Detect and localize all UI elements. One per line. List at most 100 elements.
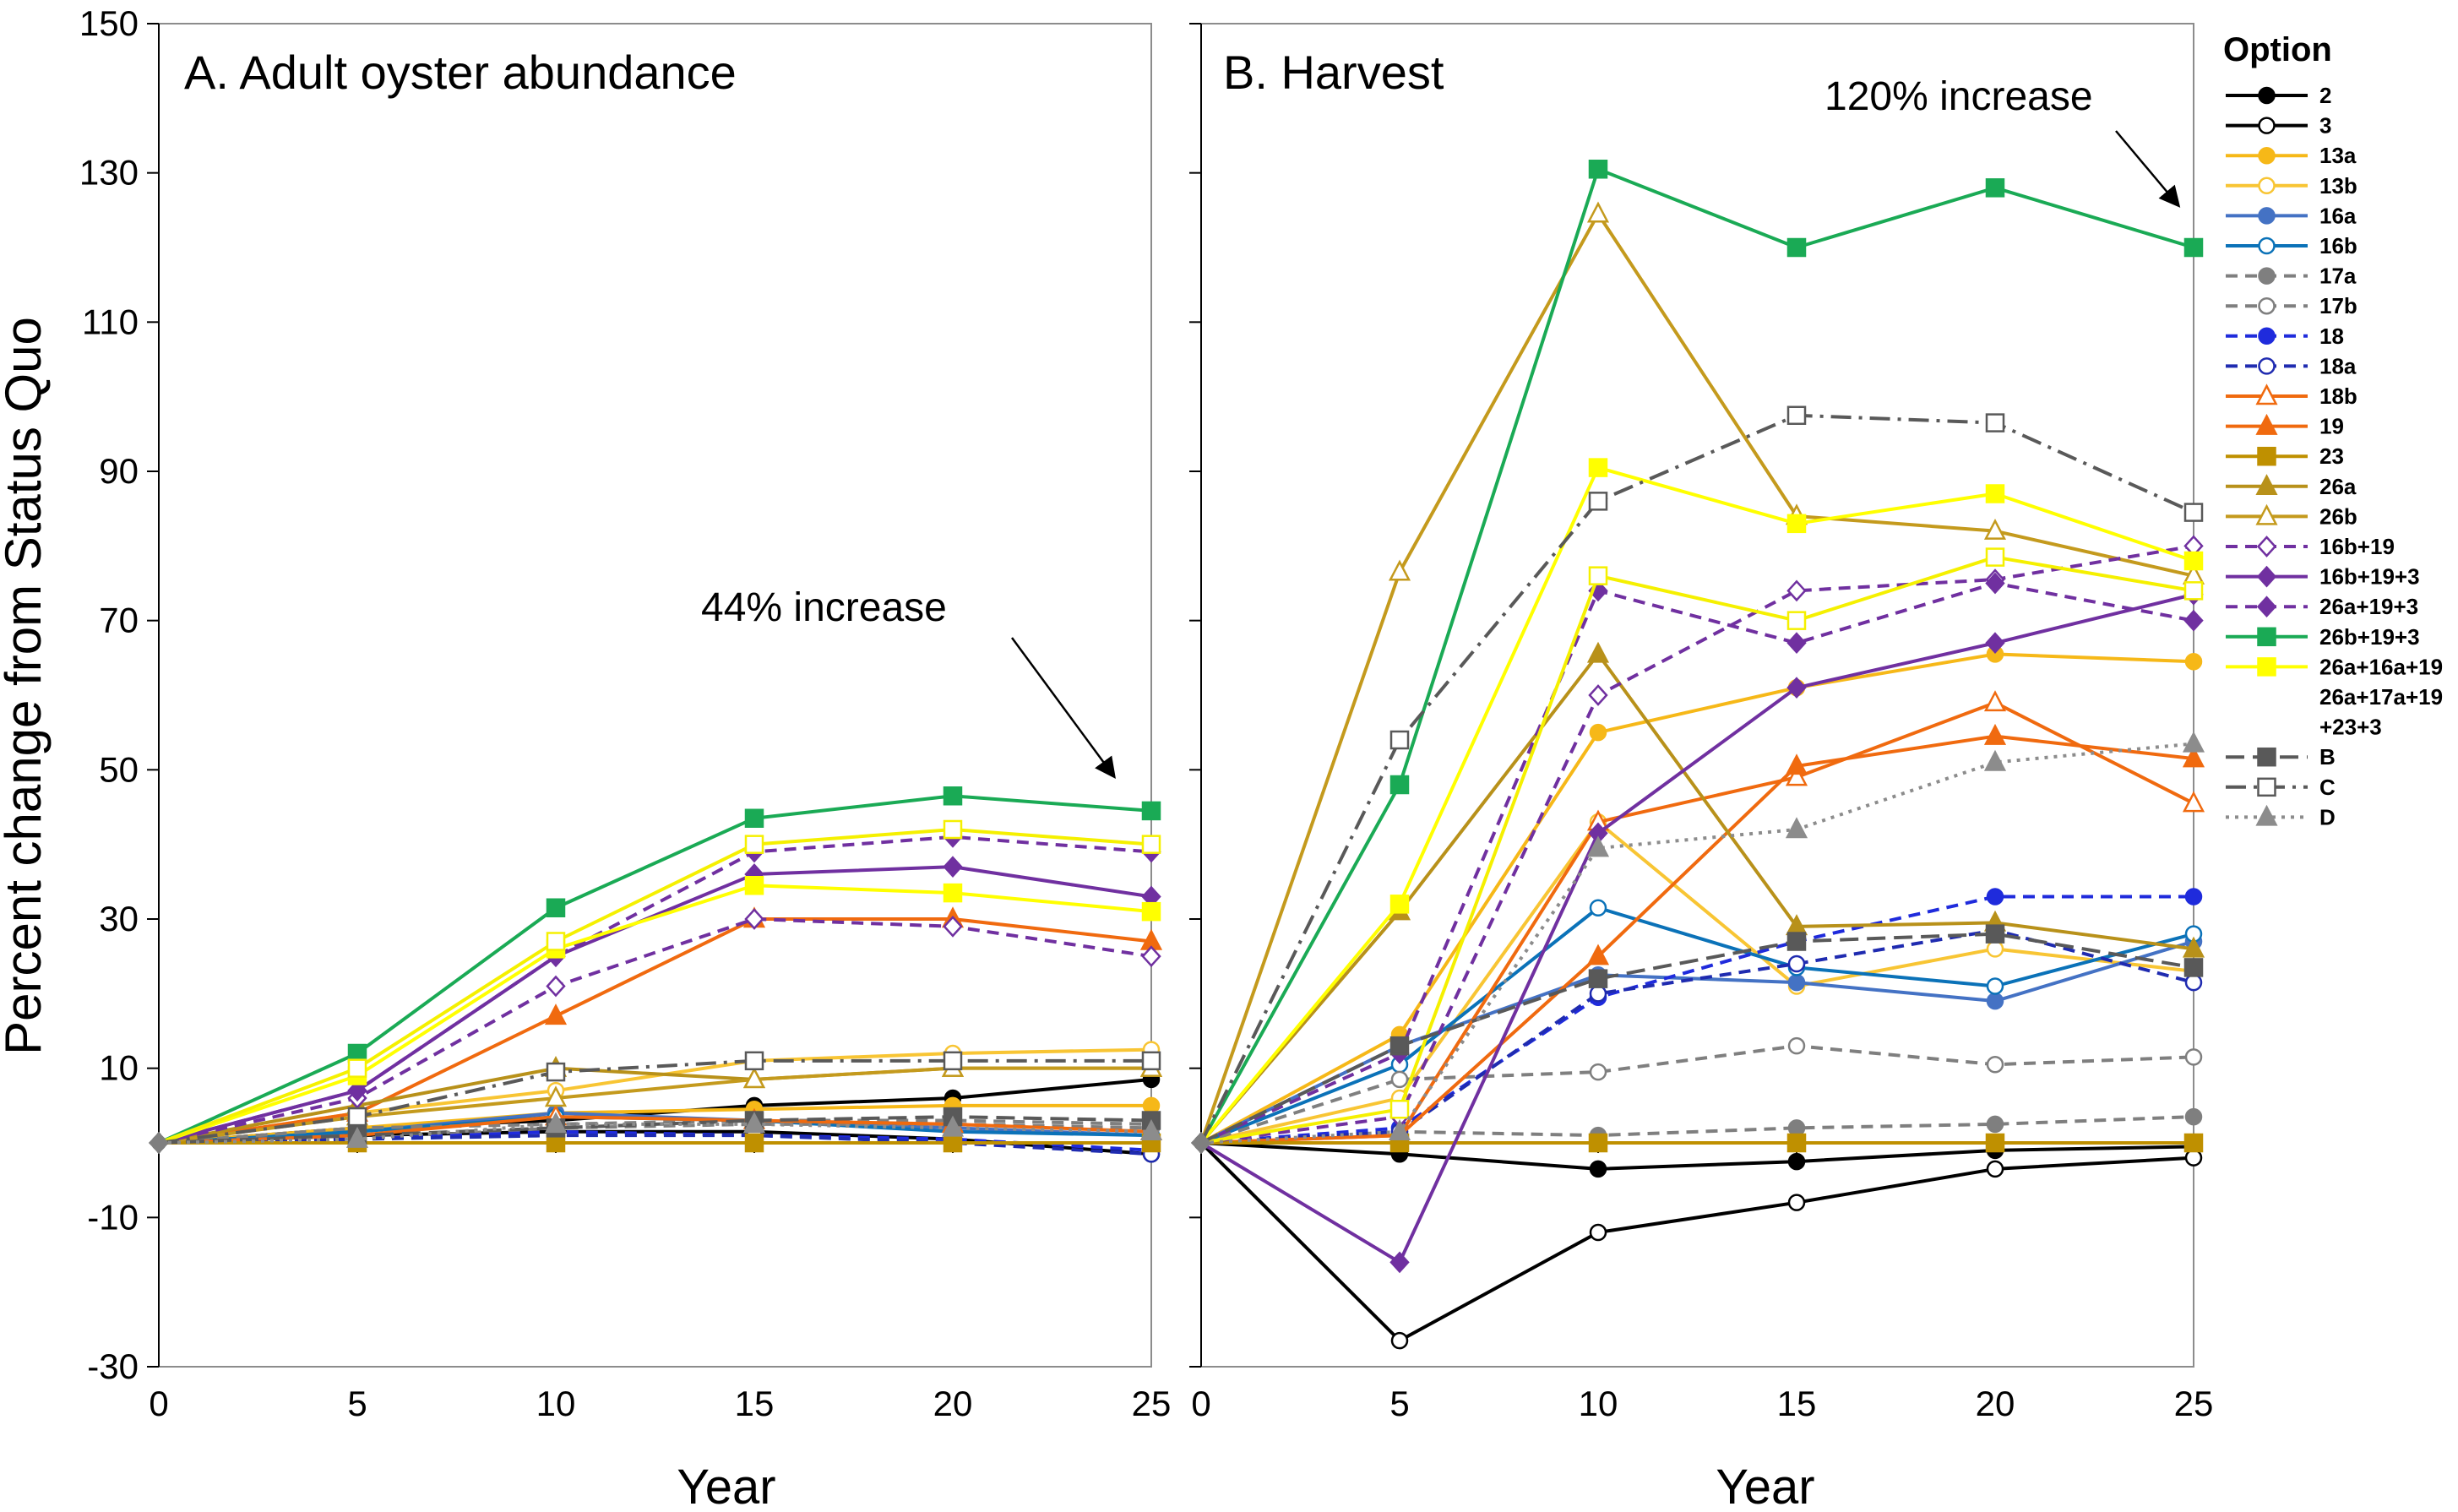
data-point [1389, 1100, 1410, 1119]
legend-item-26b-19-3: 26b+19+3 [2226, 624, 2420, 650]
legend-swatch-marker [2258, 86, 2276, 105]
data-point [943, 1051, 963, 1071]
data-point [1589, 1160, 1607, 1178]
data-point [347, 1107, 367, 1127]
data-point [546, 898, 566, 917]
data-point [1986, 940, 2004, 958]
legend-label: 2 [2319, 83, 2331, 108]
x-tick-label: 15 [735, 1384, 775, 1423]
data-point [1985, 178, 2005, 198]
series-line [1200, 1044, 2194, 1145]
data-point [1141, 835, 1161, 854]
x-tick-label: 10 [536, 1384, 576, 1423]
series-line [1200, 555, 2194, 1145]
series-26a+17a+19+23+3 [1191, 547, 2204, 1154]
x-tick-label: 20 [933, 1384, 973, 1423]
legend-label: 18b [2319, 383, 2357, 409]
legend-swatch-marker [2258, 237, 2276, 255]
legend-item-16b-19: 16b+19 [2226, 534, 2395, 559]
data-point [1985, 924, 2005, 944]
data-point [2184, 653, 2203, 671]
legend-label: 26b [2319, 503, 2357, 529]
legend-item-26a-19-3: 26a+19+3 [2226, 594, 2418, 619]
legend-item-17a: 17a [2226, 264, 2357, 289]
data-point [1589, 899, 1607, 916]
data-point [2183, 503, 2204, 522]
panel-a-adult-oyster-abundance: A. Adult oyster abundance 44% increase P… [0, 3, 1171, 1512]
panel-a-frame [158, 23, 1152, 1368]
data-point [1390, 1070, 1409, 1089]
x-tick-label: 25 [1132, 1384, 1172, 1423]
data-point [1786, 677, 1807, 699]
legend-label: D [2319, 804, 2336, 829]
y-tick-label: 10 [99, 1048, 139, 1088]
series-line [158, 835, 1152, 1145]
legend-item-C: C [2226, 775, 2336, 800]
panel-a-title: A. Adult oyster abundance [184, 46, 737, 99]
legend-swatch-marker [2258, 327, 2276, 345]
panel-a-annotation: 44% increase [701, 585, 947, 630]
data-point [1986, 888, 2004, 906]
legend-item-3: 3 [2226, 113, 2331, 139]
legend-item-18: 18 [2226, 324, 2344, 349]
y-tick-label: -10 [87, 1197, 139, 1237]
legend-swatch-marker [2258, 177, 2276, 195]
data-point [742, 1067, 766, 1089]
data-point [1983, 723, 2007, 745]
legend-swatch-marker [2258, 117, 2276, 134]
series-line [158, 794, 1152, 1145]
data-point [1589, 1223, 1607, 1242]
data-point [1586, 835, 1610, 857]
legend-label: 13a [2319, 143, 2357, 168]
x-tick-label: 5 [1389, 1384, 1409, 1423]
data-point [1389, 730, 1410, 750]
data-point [1588, 566, 1608, 585]
legend-label: 3 [2319, 113, 2331, 139]
legend-item-13a: 13a [2226, 143, 2357, 168]
legend-swatch-marker [2258, 207, 2276, 225]
data-point [1985, 572, 2005, 595]
data-point [1786, 632, 1807, 655]
legend-swatch-marker [2257, 627, 2276, 647]
data-point [1589, 1063, 1607, 1081]
data-point [2182, 731, 2205, 753]
legend-item-17b: 17b [2226, 293, 2357, 318]
data-point [1389, 775, 1410, 795]
legend-label: 26a+16a+19 [2319, 654, 2443, 679]
data-point [2182, 746, 2205, 768]
data-point [2183, 958, 2204, 977]
data-point [943, 786, 963, 806]
data-point [1588, 160, 1608, 179]
legend-title: Option [2223, 31, 2332, 68]
y-tick-label: 130 [79, 153, 139, 193]
data-point [1588, 492, 1608, 511]
series-line [1199, 465, 2194, 1145]
legend-item-19: 19 [2226, 414, 2344, 439]
legend-label: B [2319, 744, 2336, 770]
data-point [744, 1051, 764, 1071]
legend-item-D: D [2226, 804, 2336, 829]
legend-item-18b: 18b [2226, 383, 2357, 409]
data-point [1141, 901, 1161, 922]
legend-swatch-marker [2255, 474, 2278, 496]
y-tick-label: 150 [79, 3, 139, 43]
y-tick-label: -30 [87, 1346, 139, 1386]
data-point [1787, 1152, 1806, 1171]
data-point [1985, 413, 2005, 432]
data-point [1983, 690, 2007, 712]
data-point [1389, 1036, 1410, 1056]
data-point [347, 1080, 367, 1102]
legend-label: 13b [2319, 173, 2357, 199]
series-line [1199, 212, 2194, 1144]
legend: Option 2313a13b16a16b17a17b1818a18b19232… [2223, 31, 2443, 829]
legend-swatch-marker [2258, 146, 2276, 165]
legend-label: 26a [2319, 474, 2357, 499]
legend-label: 16b [2319, 233, 2357, 258]
series-C [149, 1051, 1161, 1154]
data-point [1389, 1251, 1410, 1274]
legend-item-16b: 16b [2226, 233, 2357, 258]
data-point [943, 883, 963, 903]
data-point [744, 835, 764, 854]
series-line [158, 884, 1152, 1145]
